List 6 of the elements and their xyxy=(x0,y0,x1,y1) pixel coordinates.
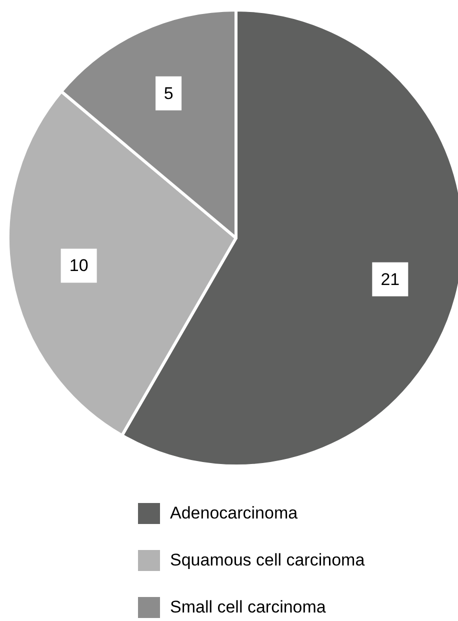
data-label: 5 xyxy=(164,84,174,103)
legend-label: Squamous cell carcinoma xyxy=(170,550,366,570)
legend-label: Adenocarcinoma xyxy=(170,504,298,522)
data-label: 10 xyxy=(69,256,88,276)
legend-label: Small cell carcinoma xyxy=(170,598,326,616)
data-label: 21 xyxy=(380,270,400,289)
